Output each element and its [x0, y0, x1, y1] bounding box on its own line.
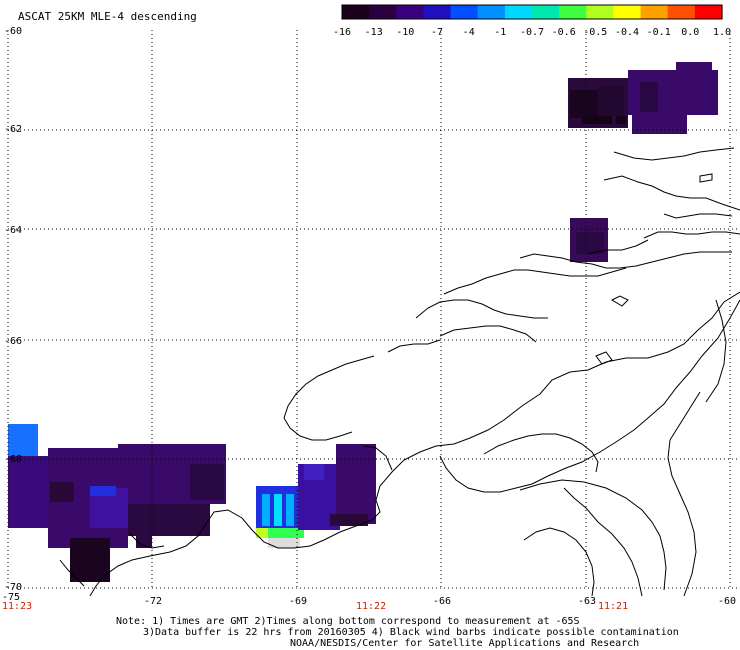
lon-label: -63 — [578, 596, 596, 607]
note-line-1: Note: 1) Times are GMT 2)Times along bot… — [116, 616, 580, 627]
colorbar-label: -16 — [333, 27, 351, 38]
note-line-2: 3)Data buffer is 22 hrs from 20160305 4)… — [143, 627, 679, 638]
colorbar-swatch — [369, 5, 397, 19]
time-labels: 11:23 11:22 11:21 — [2, 601, 628, 612]
colorbar-label: -0.1 — [647, 27, 671, 38]
colorbar-swatch — [477, 5, 506, 19]
lon-label: -66 — [433, 596, 451, 607]
colorbar-frame — [341, 4, 723, 20]
lat-label: -70 — [4, 582, 22, 593]
colorbar-label: -13 — [365, 27, 383, 38]
colorbar-swatch — [423, 5, 452, 19]
colorbar-label: -10 — [396, 27, 414, 38]
colorbar-swatch — [613, 5, 642, 19]
scatterometer-swath — [8, 62, 718, 582]
colorbar-swatches — [341, 4, 723, 20]
lat-label: -66 — [4, 336, 22, 347]
colorbar-label: -1 — [494, 27, 506, 38]
colorbar-label: -0.7 — [520, 27, 544, 38]
lat-label: -68 — [4, 454, 22, 465]
colorbar-label: -0.6 — [552, 27, 576, 38]
coastline — [59, 147, 740, 597]
colorbar-swatch — [694, 5, 723, 19]
colorbar-label: -0.4 — [615, 27, 639, 38]
graticule — [7, 30, 740, 589]
colorbar-swatch — [559, 5, 587, 19]
note-line-3: NOAA/NESDIS/Center for Satellite Applica… — [290, 638, 640, 649]
colorbar-label: 0.0 — [681, 27, 699, 38]
lat-label: -62 — [4, 124, 22, 135]
lat-label: -60 — [4, 26, 22, 37]
map-title: ASCAT 25KM MLE-4 descending — [18, 10, 197, 23]
time-label: 11:22 — [356, 601, 386, 612]
colorbar-swatch — [640, 5, 669, 19]
colorbar-swatch — [667, 5, 696, 19]
colorbar-labels: -16 -13 -10 -7 -4 -1 -0.7 -0.6 -0.5 -0.4 -0.1 0.0 1.… — [333, 27, 731, 38]
time-label: 11:23 — [2, 601, 32, 612]
colorbar-legend: -16 -13 -10 -7 -4 -1 -0.7 -0.6 -0.5 -0.4 -0.1 0.0 1.… — [333, 4, 731, 38]
lon-label: -60 — [718, 596, 736, 607]
colorbar-swatch — [342, 5, 370, 19]
colorbar-label: -7 — [431, 27, 443, 38]
time-label: 11:21 — [598, 601, 628, 612]
colorbar-swatch — [396, 5, 425, 19]
lon-label: -72 — [144, 596, 162, 607]
map-panel: -60 -62 -64 -66 -68 -70 -75 -72 -69 -66 … — [2, 26, 740, 612]
colorbar-label: -0.5 — [583, 27, 607, 38]
lon-label: -69 — [289, 596, 307, 607]
longitude-labels: -75 -72 -69 -66 -63 -60 — [2, 592, 736, 607]
lat-label: -64 — [4, 225, 22, 236]
latitude-labels: -60 -62 -64 -66 -68 -70 — [4, 26, 22, 593]
colorbar-swatch — [532, 5, 560, 19]
colorbar-label: 1.0 — [713, 27, 731, 38]
colorbar-swatch — [504, 5, 533, 19]
lon-label: -75 — [2, 592, 20, 603]
colorbar-swatch — [586, 5, 615, 19]
colorbar-swatch — [450, 5, 479, 19]
colorbar-label: -4 — [463, 27, 475, 38]
